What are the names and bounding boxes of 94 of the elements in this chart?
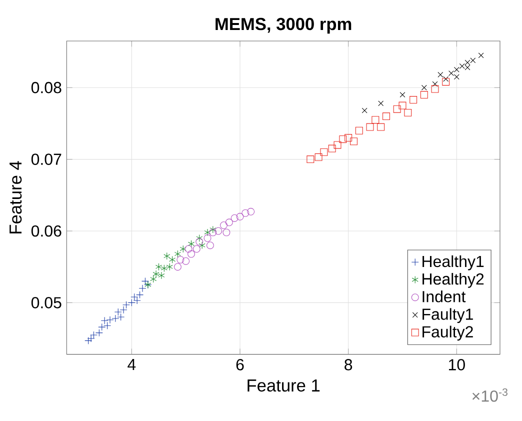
point <box>478 52 484 58</box>
point <box>136 291 144 299</box>
point <box>155 263 162 271</box>
point <box>196 238 204 246</box>
point <box>98 323 106 331</box>
point <box>454 74 460 80</box>
y-axis-title: Feature 4 <box>10 161 22 234</box>
point <box>431 85 439 93</box>
point <box>169 256 176 264</box>
y-tick-label: 0.07 <box>31 154 62 165</box>
point <box>306 156 314 164</box>
point <box>204 234 212 242</box>
point <box>158 272 165 280</box>
point <box>366 123 374 131</box>
point <box>362 108 368 114</box>
point <box>188 240 195 248</box>
point <box>106 316 114 324</box>
point <box>448 70 454 76</box>
point <box>225 218 233 226</box>
point <box>220 222 228 229</box>
point <box>398 102 406 110</box>
point <box>150 275 157 283</box>
x-axis-title: Feature 1 <box>248 380 320 392</box>
point <box>128 298 136 306</box>
point <box>334 141 342 149</box>
point <box>242 209 250 217</box>
point <box>377 123 385 131</box>
point <box>236 212 244 220</box>
legend-label: Healthy2 <box>422 272 484 288</box>
point <box>182 257 190 265</box>
point <box>209 228 217 236</box>
point <box>160 264 168 272</box>
point <box>404 108 412 116</box>
y-tick-label: 0.06 <box>31 225 62 237</box>
legend-label: Faulty1 <box>422 308 473 324</box>
chart-title: MEMS, 3000 rpm <box>216 18 352 34</box>
point <box>192 245 200 253</box>
point <box>432 81 438 87</box>
point <box>90 331 98 339</box>
point <box>122 301 130 309</box>
point <box>130 293 138 301</box>
point <box>420 91 428 99</box>
point <box>174 250 181 258</box>
point <box>339 135 347 143</box>
y-tick-label: 0.08 <box>31 82 62 94</box>
point <box>355 126 363 134</box>
point <box>438 72 444 78</box>
point <box>230 214 238 222</box>
point <box>442 78 450 86</box>
point <box>378 100 384 106</box>
point <box>164 252 170 260</box>
point <box>210 226 216 234</box>
point <box>393 105 401 113</box>
point <box>222 228 230 236</box>
point <box>382 112 390 120</box>
point <box>421 84 427 90</box>
x-tick-label: 6 <box>236 359 244 370</box>
point <box>176 256 184 264</box>
point <box>180 245 186 253</box>
point <box>350 138 358 146</box>
point <box>214 227 222 235</box>
point <box>152 270 160 278</box>
legend-label: Faulty2 <box>422 326 473 341</box>
point <box>141 277 149 285</box>
point <box>204 228 211 236</box>
point <box>174 263 182 271</box>
point <box>206 242 214 250</box>
point <box>247 208 255 216</box>
point <box>184 245 192 253</box>
point <box>344 134 352 142</box>
point <box>95 329 103 337</box>
point <box>328 144 336 152</box>
point <box>84 336 92 344</box>
point <box>443 76 449 82</box>
legend-label: Healthy1 <box>422 255 484 270</box>
point <box>133 296 141 304</box>
point <box>320 148 328 156</box>
point <box>314 153 322 161</box>
text: ×10$^{-3}$ <box>472 388 508 402</box>
point <box>138 284 146 292</box>
point <box>166 263 173 271</box>
point <box>87 334 95 342</box>
y-tick-label: 0.05 <box>31 297 62 308</box>
legend-label: Indent <box>422 290 466 302</box>
point <box>188 250 195 258</box>
point <box>112 314 120 322</box>
x-tick-label: 8 <box>344 359 352 370</box>
point <box>410 96 418 104</box>
point <box>120 306 128 314</box>
point <box>400 92 406 98</box>
point <box>372 116 380 124</box>
x-tick-label: 4 <box>128 359 136 370</box>
point <box>454 66 460 72</box>
x-tick-label: 10 <box>448 359 465 370</box>
